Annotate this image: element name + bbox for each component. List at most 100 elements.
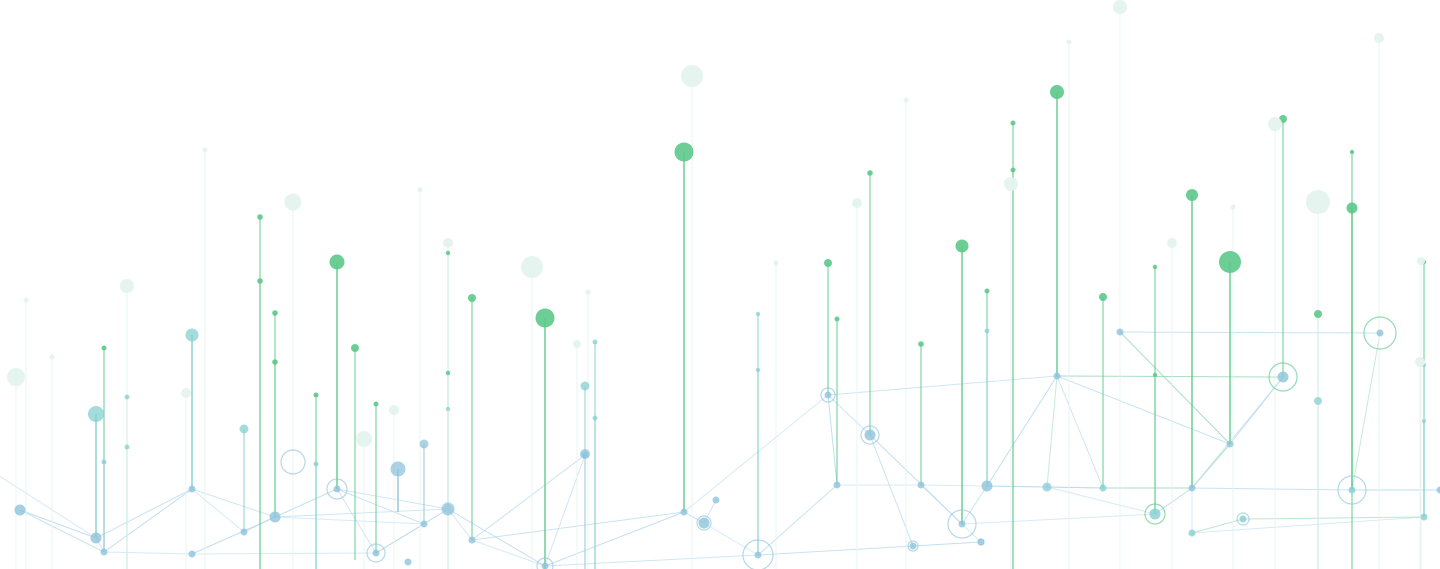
anchor-node bbox=[14, 504, 26, 516]
node-head bbox=[1050, 85, 1064, 99]
anchor-node bbox=[824, 391, 832, 399]
network-nodes bbox=[7, 0, 1440, 569]
anchor-node bbox=[680, 508, 688, 516]
anchor-node bbox=[240, 528, 248, 536]
mesh-link bbox=[95, 488, 193, 539]
node-head bbox=[468, 294, 476, 302]
mesh-link bbox=[191, 488, 245, 533]
mesh-link bbox=[827, 394, 871, 436]
anchor-node bbox=[420, 520, 428, 528]
anchor-node bbox=[581, 451, 589, 459]
mesh-link bbox=[471, 539, 546, 567]
anchor-node bbox=[1188, 529, 1196, 537]
node-head bbox=[674, 142, 694, 162]
faint-node bbox=[1167, 238, 1177, 248]
mesh-link bbox=[757, 484, 838, 556]
ring-node bbox=[1363, 316, 1397, 350]
node-head bbox=[272, 310, 278, 316]
anchor-node bbox=[1436, 486, 1440, 494]
node-head bbox=[257, 278, 263, 284]
faint-node bbox=[585, 289, 591, 295]
anchor-node bbox=[1043, 483, 1051, 491]
faint-node bbox=[1268, 117, 1282, 131]
faint-node bbox=[443, 238, 453, 248]
node-head bbox=[580, 381, 590, 391]
anchor-node bbox=[1116, 328, 1124, 336]
node-head bbox=[984, 288, 990, 294]
node-head bbox=[1186, 189, 1198, 201]
faint-node bbox=[120, 279, 134, 293]
node-head bbox=[313, 392, 319, 398]
mesh-link bbox=[447, 508, 546, 567]
node-head bbox=[1010, 120, 1016, 126]
node-head bbox=[755, 367, 761, 373]
faint-node bbox=[1004, 177, 1018, 191]
node-head bbox=[373, 401, 379, 407]
mesh-link bbox=[0, 475, 97, 539]
anchor-node bbox=[90, 532, 102, 544]
faint-node bbox=[389, 405, 399, 415]
mesh-link bbox=[274, 516, 425, 525]
faint-node bbox=[773, 260, 779, 266]
faint-node bbox=[284, 193, 302, 211]
anchor-node bbox=[372, 549, 380, 557]
anchor-node bbox=[958, 520, 966, 528]
mesh-link bbox=[827, 375, 1058, 396]
node-head bbox=[390, 461, 406, 477]
faint-node bbox=[1306, 190, 1330, 214]
ring-node bbox=[280, 449, 306, 475]
node-head bbox=[351, 344, 359, 352]
mesh-link bbox=[757, 545, 914, 556]
node-head bbox=[445, 370, 451, 376]
mesh-link bbox=[961, 513, 1156, 525]
mesh-link bbox=[1056, 375, 1104, 489]
node-head bbox=[1314, 397, 1322, 405]
mesh-link bbox=[274, 508, 449, 518]
faint-node bbox=[1374, 33, 1384, 43]
anchor-node bbox=[1188, 484, 1196, 492]
faint-node bbox=[49, 354, 55, 360]
node-head bbox=[329, 254, 345, 270]
anchor-node bbox=[1149, 508, 1161, 520]
anchor-node bbox=[333, 485, 341, 493]
mesh-link bbox=[986, 375, 1058, 487]
node-head bbox=[1349, 149, 1355, 155]
faint-node bbox=[181, 388, 191, 398]
ring-node bbox=[1042, 482, 1052, 492]
anchor-node bbox=[981, 480, 993, 492]
mesh-link bbox=[103, 551, 193, 555]
ring-node bbox=[820, 387, 836, 403]
mesh-link bbox=[19, 509, 97, 539]
node-head bbox=[419, 439, 429, 449]
faint-node bbox=[1230, 204, 1236, 210]
node-head bbox=[101, 345, 107, 351]
anchor-node bbox=[977, 538, 985, 546]
anchor-node bbox=[1053, 372, 1061, 380]
node-head bbox=[592, 415, 598, 421]
node-head bbox=[124, 394, 130, 400]
ring-node bbox=[366, 543, 386, 563]
mesh-link bbox=[336, 488, 449, 510]
faint-node bbox=[202, 147, 208, 153]
faint-node bbox=[1066, 39, 1072, 45]
node-head bbox=[313, 461, 319, 467]
faint-node bbox=[521, 256, 543, 278]
node-head bbox=[834, 316, 840, 322]
ring-node bbox=[907, 540, 919, 552]
mesh-link bbox=[1191, 516, 1425, 534]
anchor-node bbox=[1348, 486, 1356, 494]
mesh-link bbox=[912, 541, 982, 547]
faint-node bbox=[852, 198, 862, 208]
mesh-link bbox=[1046, 375, 1058, 488]
mesh-link bbox=[544, 511, 685, 567]
node-head bbox=[1422, 419, 1426, 423]
mesh-link bbox=[869, 434, 914, 547]
faint-node bbox=[356, 431, 372, 447]
mesh-link bbox=[336, 488, 425, 525]
anchor-node bbox=[442, 503, 454, 515]
mesh-link bbox=[1046, 486, 1156, 515]
ring-node bbox=[326, 478, 348, 500]
faint-node bbox=[23, 297, 29, 303]
stem-lines bbox=[15, 7, 1425, 569]
